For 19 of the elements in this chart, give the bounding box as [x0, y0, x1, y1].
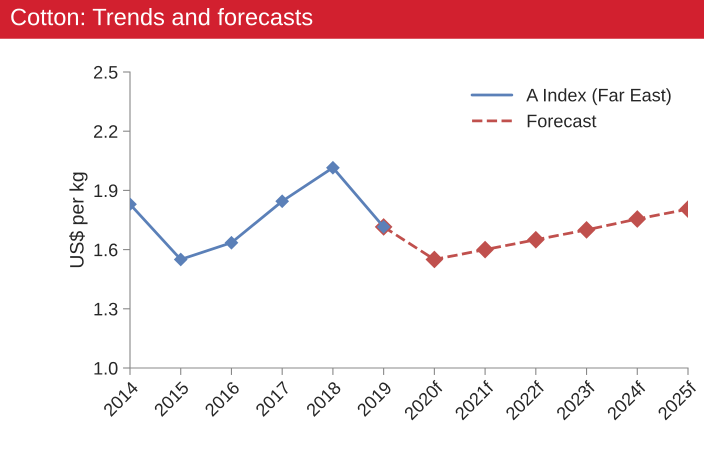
legend-label: A Index (Far East) — [526, 88, 671, 106]
legend-label: Forecast — [528, 114, 596, 128]
point — [326, 161, 340, 174]
point — [628, 210, 646, 228]
point — [476, 241, 494, 258]
point — [224, 236, 238, 250]
point — [527, 231, 544, 248]
y-tick-label: 1.6 — [94, 244, 118, 256]
y-tick-label: 1.0 — [94, 362, 118, 375]
y-tick-label: 2.5 — [94, 66, 118, 79]
point — [578, 221, 596, 238]
chart-title: Cotton: Trends and forecasts — [11, 8, 312, 26]
point — [426, 250, 443, 268]
y-tick-label: 2.2 — [94, 125, 118, 138]
point — [174, 252, 188, 266]
y-tick-label: 1.9 — [94, 184, 118, 198]
y-axis-title: US$ per kg — [69, 172, 88, 268]
y-tick-label: 1.3 — [94, 302, 118, 316]
point — [276, 194, 289, 208]
